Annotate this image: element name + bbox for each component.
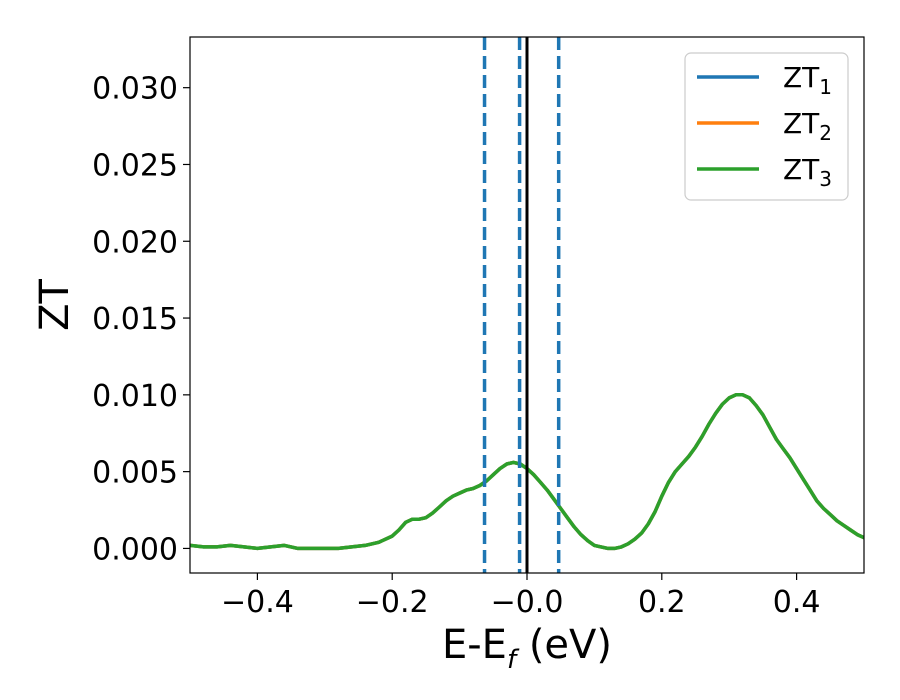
legend-label-2: ZT2 bbox=[783, 107, 832, 145]
x-axis-label: E-Ef (eV) bbox=[442, 622, 612, 675]
legend-box bbox=[684, 52, 849, 201]
legend-label-3: ZT3 bbox=[783, 153, 832, 191]
y-axis-ticks: 0.000 0.005 0.010 0.015 0.020 0.025 0.030 bbox=[92, 72, 190, 567]
vertical-line-layer bbox=[482, 37, 561, 573]
x-tick-label: 0.2 bbox=[638, 585, 686, 620]
x-tick-label: −0.4 bbox=[221, 585, 294, 620]
x-tick-label: −0.0 bbox=[491, 585, 564, 620]
x-axis-ticks: −0.4 −0.2 −0.0 0.2 0.4 bbox=[221, 573, 820, 620]
y-tick-label: 0.020 bbox=[92, 225, 178, 260]
y-tick-label: 0.015 bbox=[92, 302, 178, 337]
series-line-3 bbox=[190, 393, 864, 551]
y-tick-label: 0.000 bbox=[92, 532, 178, 567]
x-tick-label: −0.2 bbox=[356, 585, 429, 620]
y-tick-label: 0.025 bbox=[92, 148, 178, 183]
x-tick-label: 0.4 bbox=[773, 585, 821, 620]
series-layer bbox=[190, 393, 864, 551]
legend-label-1: ZT1 bbox=[783, 61, 832, 99]
plot-content bbox=[190, 37, 864, 573]
y-tick-label: 0.005 bbox=[92, 456, 178, 491]
y-tick-label: 0.030 bbox=[92, 72, 178, 107]
y-tick-label: 0.010 bbox=[92, 379, 178, 414]
legend: ZT1 ZT2 ZT3 bbox=[684, 52, 849, 201]
y-axis-label: ZT bbox=[32, 279, 78, 331]
